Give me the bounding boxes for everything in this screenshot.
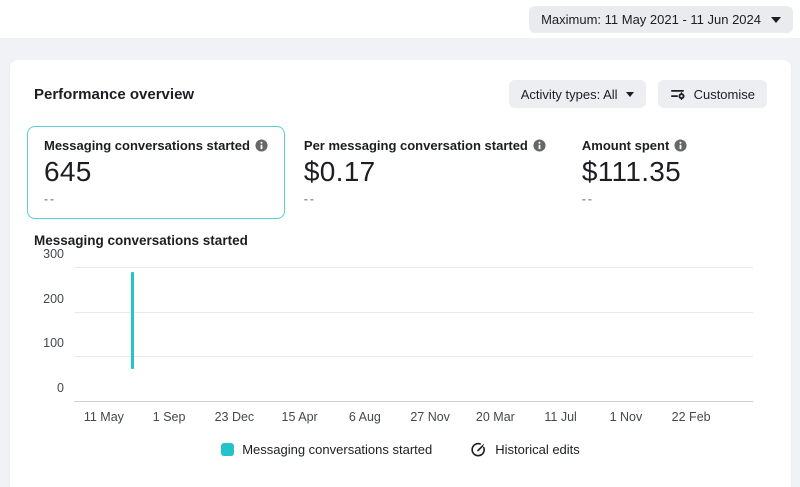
metric-subvalue: -- [581, 192, 594, 206]
info-icon[interactable] [674, 139, 687, 152]
x-axis-tick-label: 22 Feb [671, 410, 711, 424]
metric-subvalue: -- [303, 192, 316, 206]
activity-types-label: Activity types: All [520, 86, 618, 102]
chart-series-spike [131, 272, 134, 369]
customise-label: Customise [693, 86, 755, 102]
gridline [74, 311, 753, 313]
y-axis-tick-label: 0 [57, 381, 64, 395]
info-icon[interactable] [533, 139, 546, 152]
metric-card-per-conversation[interactable]: Per messaging conversation started $0.17… [303, 126, 563, 219]
metric-label: Amount spent [582, 138, 687, 153]
legend-item-messaging-conversations[interactable]: Messaging conversations started [221, 442, 432, 457]
chart-title: Messaging conversations started [34, 233, 248, 248]
chart: 0 100 200 300 11 May 1 Sep 23 Dec 15 Apr 6 Aug 2… [43, 247, 753, 429]
legend-label: Messaging conversations started [242, 442, 433, 457]
metric-card-messaging-conversations[interactable]: Messaging conversations started 645 -- [27, 126, 285, 219]
y-axis-tick-label: 100 [43, 336, 64, 351]
chart-plot-area: 0 100 200 300 [43, 247, 753, 402]
header-actions: Activity types: All Customise [508, 80, 767, 108]
chevron-down-icon [771, 16, 781, 23]
customise-columns-icon [670, 90, 685, 100]
metric-label: Messaging conversations started [44, 138, 268, 153]
activity-types-dropdown[interactable]: Activity types: All [508, 80, 646, 108]
x-axis-tick-label: 15 Apr [281, 410, 318, 424]
x-axis-tick-label: 23 Dec [214, 410, 255, 424]
date-range-label: Maximum: 11 May 2021 - 11 Jun 2024 [541, 12, 761, 27]
gridline [74, 401, 753, 402]
chart-legend: Messaging conversations started Historic… [34, 441, 767, 458]
metric-value: $0.17 [303, 156, 376, 187]
metric-value: 645 [44, 156, 92, 187]
x-axis-tick-label: 11 Jul [544, 410, 577, 424]
x-axis-tick-label: 20 Mar [475, 410, 515, 424]
metric-label: Per messaging conversation started [304, 138, 546, 153]
x-axis-tick-label: 27 Nov [410, 410, 450, 424]
pencil-circle-icon [471, 442, 486, 457]
metric-card-amount-spent[interactable]: Amount spent $111.35 -- [581, 126, 704, 219]
teal-square-swatch [221, 443, 235, 456]
x-axis-tick-label: 1 Nov [609, 410, 643, 424]
customise-button[interactable]: Customise [657, 80, 767, 108]
metric-cards: Messaging conversations started 645 -- P… [27, 126, 767, 219]
x-axis-tick-label: 6 Aug [348, 410, 381, 424]
legend-item-historical-edits[interactable]: Historical edits [470, 441, 580, 458]
performance-overview-panel: Performance overview Activity types: All… [10, 60, 791, 487]
x-axis-tick-label: 1 Sep [152, 410, 186, 424]
panel-title: Performance overview [34, 85, 195, 103]
metric-value: $111.35 [581, 156, 682, 187]
gridline [74, 356, 753, 358]
date-range-dropdown[interactable]: Maximum: 11 May 2021 - 11 Jun 2024 [529, 6, 793, 33]
y-axis-tick-label: 300 [43, 247, 64, 261]
gridline [74, 267, 753, 268]
panel-header: Performance overview Activity types: All… [34, 80, 767, 108]
chevron-down-icon [625, 91, 634, 97]
info-icon[interactable] [255, 139, 268, 152]
y-axis-tick-label: 200 [43, 291, 64, 306]
x-axis-tick-label: 11 May [83, 410, 124, 424]
legend-label: Historical edits [495, 442, 580, 457]
top-toolbar: Maximum: 11 May 2021 - 11 Jun 2024 [0, 0, 800, 38]
chart-x-axis: 11 May 1 Sep 23 Dec 15 Apr 6 Aug 27 Nov 20 Mar… [74, 407, 753, 429]
metric-subvalue: -- [44, 192, 56, 206]
